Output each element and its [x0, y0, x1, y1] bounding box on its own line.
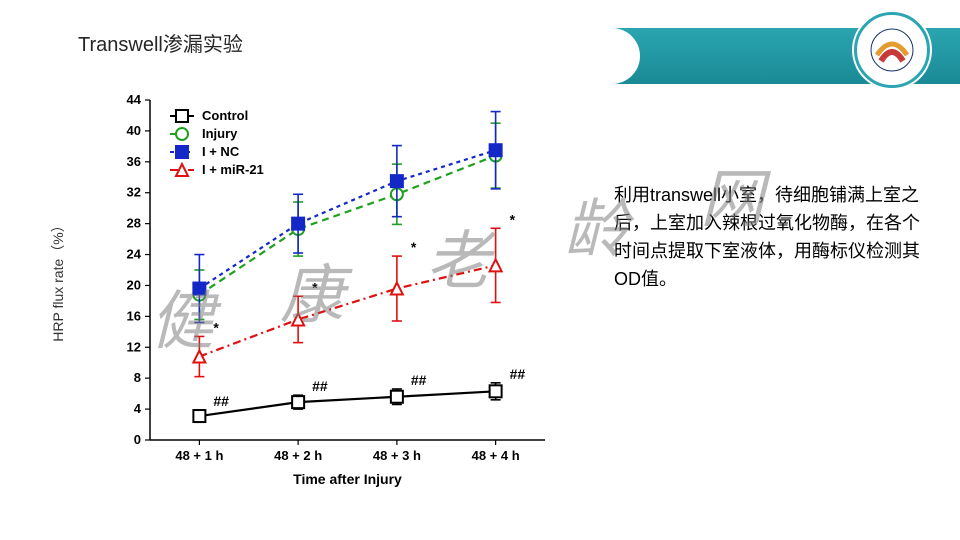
svg-text:32: 32 — [127, 185, 141, 200]
svg-text:Time after Injury: Time after Injury — [293, 471, 402, 487]
svg-text:48 + 3 h: 48 + 3 h — [373, 448, 421, 463]
svg-text:8: 8 — [134, 370, 141, 385]
svg-text:##: ## — [510, 366, 526, 382]
svg-text:I + miR-21: I + miR-21 — [202, 162, 264, 177]
chart-y-axis-label: HRP flux rate（%） — [48, 90, 68, 470]
svg-text:I + NC: I + NC — [202, 144, 240, 159]
svg-text:48 + 1 h: 48 + 1 h — [175, 448, 223, 463]
svg-text:4: 4 — [134, 401, 142, 416]
svg-text:48 + 4 h: 48 + 4 h — [472, 448, 520, 463]
svg-text:##: ## — [213, 393, 229, 409]
svg-text:48 + 2 h: 48 + 2 h — [274, 448, 322, 463]
svg-text:*: * — [213, 319, 219, 335]
svg-text:Injury: Injury — [202, 126, 238, 141]
svg-text:Control: Control — [202, 108, 248, 123]
svg-text:20: 20 — [127, 277, 141, 292]
institution-logo — [854, 12, 930, 88]
svg-text:40: 40 — [127, 123, 141, 138]
svg-text:24: 24 — [127, 247, 142, 262]
svg-text:36: 36 — [127, 154, 141, 169]
svg-text:*: * — [312, 279, 318, 295]
svg-text:*: * — [411, 239, 417, 255]
svg-text:##: ## — [411, 372, 427, 388]
svg-text:##: ## — [312, 378, 328, 394]
experiment-description: 利用transwell小室，待细胞铺满上室之后，上室加入辣根过氧化物酶，在各个时… — [614, 182, 924, 294]
svg-text:28: 28 — [127, 216, 141, 231]
hrp-flux-chart: 0 4 8 12 16 20 24 28 32 36 40 44 48 + 1 h 48 + 2 h 48 … — [100, 90, 560, 490]
svg-text:12: 12 — [127, 339, 141, 354]
svg-text:*: * — [510, 211, 516, 227]
svg-text:44: 44 — [127, 92, 142, 107]
svg-text:0: 0 — [134, 432, 141, 447]
slide-title: Transwell渗漏实验 — [78, 28, 243, 57]
svg-text:16: 16 — [127, 308, 141, 323]
